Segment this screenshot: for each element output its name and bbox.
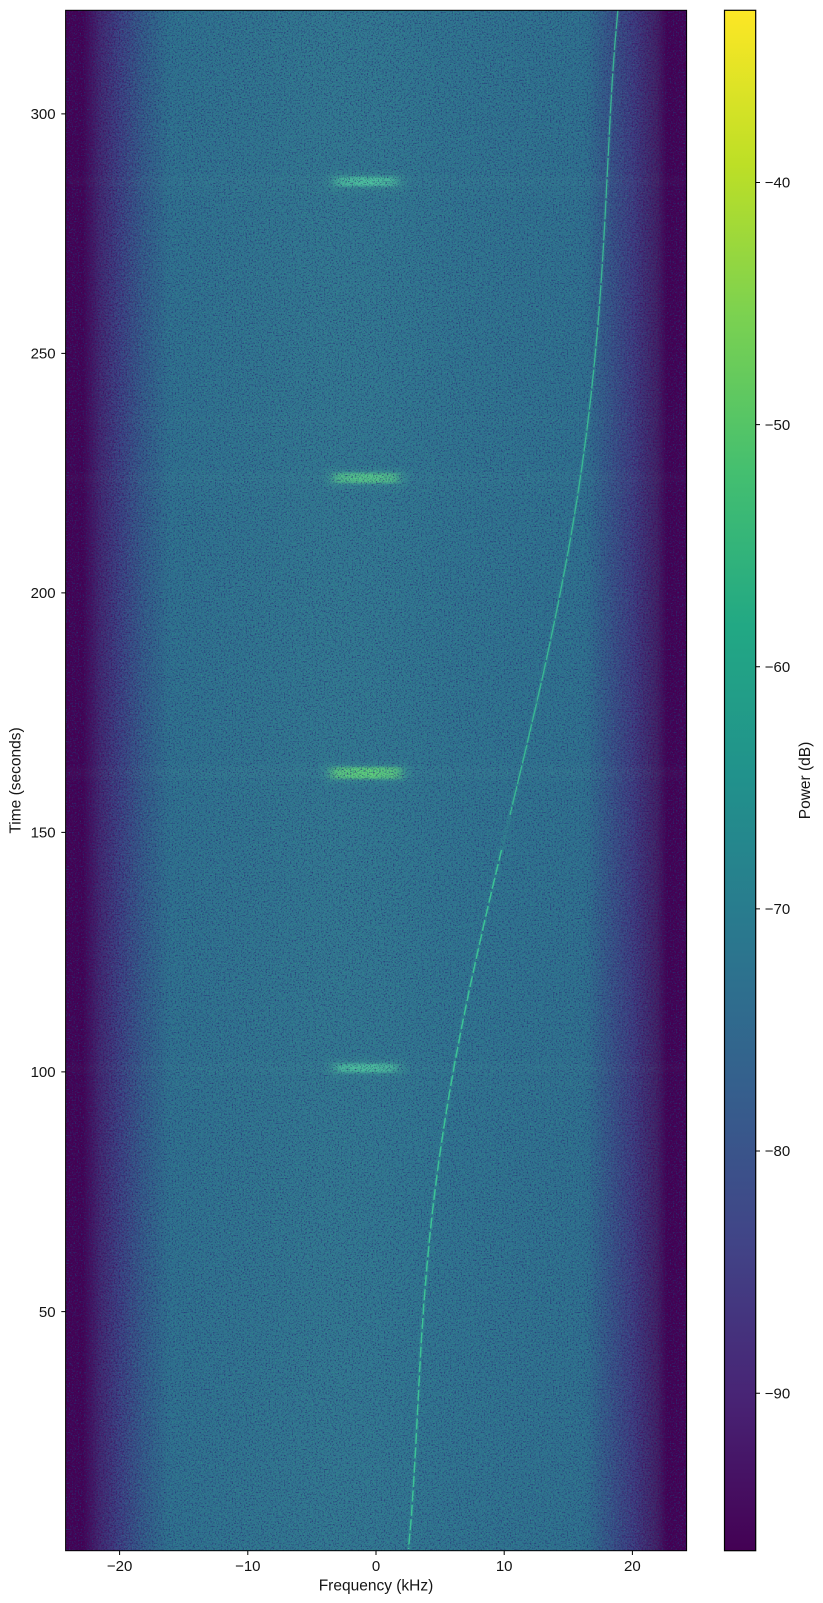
svg-text:Frequency (kHz): Frequency (kHz) <box>319 1578 434 1595</box>
svg-text:200: 200 <box>31 585 56 602</box>
svg-text:−70: −70 <box>765 901 790 918</box>
svg-text:−80: −80 <box>765 1143 790 1160</box>
svg-text:−90: −90 <box>765 1385 790 1402</box>
svg-text:0: 0 <box>372 1558 380 1575</box>
svg-text:100: 100 <box>31 1064 56 1081</box>
svg-text:150: 150 <box>31 825 56 842</box>
svg-text:−20: −20 <box>107 1558 132 1575</box>
svg-text:Time (seconds): Time (seconds) <box>8 727 25 833</box>
svg-text:−60: −60 <box>765 659 790 676</box>
svg-text:20: 20 <box>624 1558 641 1575</box>
svg-text:250: 250 <box>31 346 56 363</box>
svg-text:−40: −40 <box>765 175 790 192</box>
svg-text:−50: −50 <box>765 417 790 434</box>
svg-text:50: 50 <box>39 1304 56 1321</box>
svg-text:−10: −10 <box>235 1558 260 1575</box>
svg-text:Power (dB): Power (dB) <box>797 742 814 820</box>
svg-text:10: 10 <box>496 1558 513 1575</box>
svg-text:300: 300 <box>31 106 56 123</box>
